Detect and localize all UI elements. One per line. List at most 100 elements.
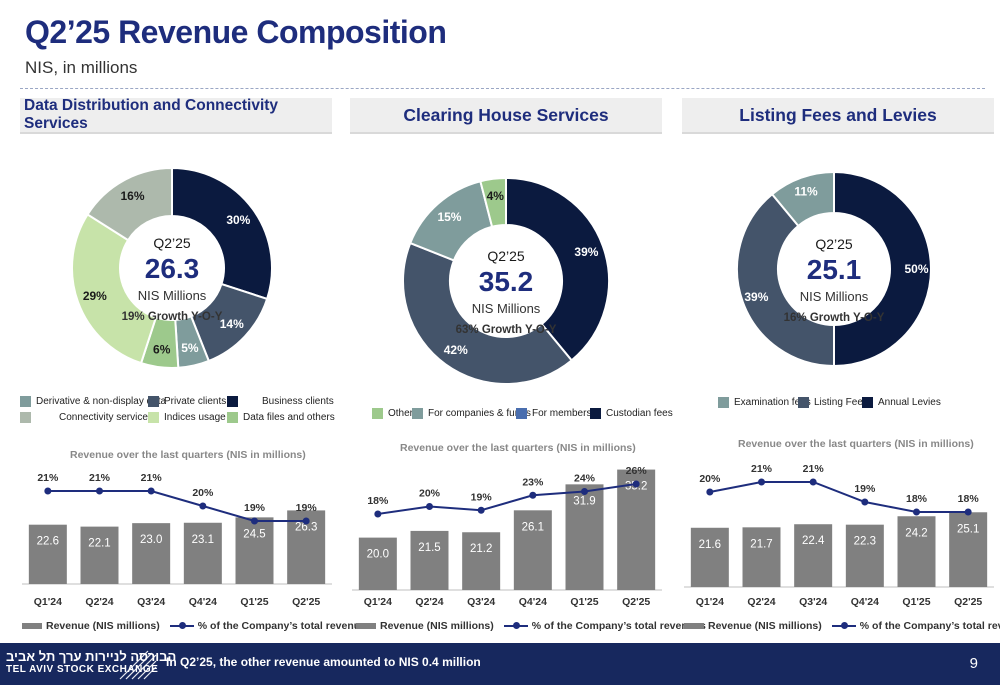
percent-point bbox=[251, 517, 258, 525]
category-label: Q2'24 bbox=[747, 596, 775, 608]
legend-item: Data files and others bbox=[227, 412, 335, 423]
center-period: Q2’25 bbox=[153, 235, 191, 251]
legend-label: Connectivity services bbox=[59, 412, 153, 423]
legend-item: For companies & funds bbox=[412, 408, 531, 419]
legend-label: Business clients bbox=[262, 396, 334, 407]
revenue-bar bbox=[845, 524, 884, 587]
percent-label: 20% bbox=[699, 473, 721, 485]
slice-label: 6% bbox=[153, 342, 171, 356]
percent-label: 18% bbox=[367, 495, 389, 507]
slice-label: 4% bbox=[487, 189, 505, 203]
footer-note: In Q2’25, the other revenue amounted to … bbox=[166, 655, 481, 669]
panel-graphics: 30% 14% 5% 6% 29% 16% Q2’25 26.3 NIS Millions 19%… bbox=[22, 166, 332, 608]
legend-item: Examination fees bbox=[718, 397, 811, 408]
panel-title: Data Distribution and Connectivity Servi… bbox=[24, 97, 279, 132]
panel-header: Listing Fees and Levies bbox=[682, 98, 994, 134]
revenue-bar bbox=[183, 522, 222, 584]
logo-hebrew-text: הבורסה לניירות ערך תל אביב bbox=[6, 649, 177, 664]
percent-point bbox=[964, 508, 972, 516]
revenue-bar bbox=[690, 527, 729, 587]
donut-slice bbox=[479, 176, 507, 228]
bar-value-label: 24.5 bbox=[243, 528, 265, 540]
slice-label: 42% bbox=[444, 343, 468, 357]
slice-label: 5% bbox=[181, 341, 199, 355]
revenue-bar bbox=[897, 516, 936, 587]
legend-item: Custodian fees bbox=[590, 408, 673, 419]
legend-swatch bbox=[148, 396, 159, 407]
category-label: Q1'24 bbox=[364, 596, 392, 608]
legend-swatch bbox=[718, 397, 729, 408]
percent-point bbox=[632, 480, 640, 488]
bar-chart-legend: Revenue (NIS millions) % of the Company’… bbox=[22, 620, 372, 632]
category-label: Q1'25 bbox=[240, 596, 268, 608]
donut-slice bbox=[770, 170, 835, 228]
legend-item: Indices usage bbox=[148, 412, 226, 423]
legend-bar-swatch bbox=[22, 623, 42, 629]
donut-slice bbox=[402, 241, 574, 385]
bar-value-label: 21.6 bbox=[699, 539, 721, 551]
bar-chart-legend: Revenue (NIS millions) % of the Company’… bbox=[684, 620, 1000, 632]
slice-label: 29% bbox=[83, 289, 107, 303]
revenue-bar bbox=[358, 537, 397, 590]
center-unit: NIS Millions bbox=[472, 301, 541, 316]
tase-emblem-icon bbox=[119, 650, 157, 680]
percent-point bbox=[529, 491, 537, 499]
center-value: 26.3 bbox=[145, 253, 200, 284]
category-label: Q3'24 bbox=[799, 596, 827, 608]
bar-value-label: 22.6 bbox=[37, 536, 59, 548]
legend-item: Private clients bbox=[148, 396, 226, 407]
bar-chart-title: Revenue over the last quarters (NIS in m… bbox=[400, 442, 636, 454]
slice-label: 14% bbox=[220, 317, 244, 331]
percent-line bbox=[47, 490, 307, 522]
panel-header: Clearing House Services bbox=[350, 98, 662, 134]
slice-label: 39% bbox=[574, 245, 598, 259]
percent-label: 21% bbox=[89, 472, 111, 484]
percent-label: 18% bbox=[958, 493, 980, 505]
bar-value-label: 20.0 bbox=[367, 549, 389, 561]
tase-logo: הבורסה לניירות ערך תל אביב TEL AVIV STOC… bbox=[6, 649, 176, 675]
bar-value-label: 26.1 bbox=[522, 521, 544, 533]
legend-item: Connectivity services bbox=[20, 412, 153, 423]
legend-swatch bbox=[227, 396, 238, 407]
category-label: Q1'25 bbox=[902, 596, 930, 608]
legend-swatch bbox=[227, 412, 238, 423]
percent-point bbox=[581, 488, 588, 495]
legend-item: Derivative & non-display data bbox=[20, 396, 166, 407]
donut-slice bbox=[86, 166, 173, 242]
category-label: Q2'25 bbox=[622, 596, 650, 608]
percent-point bbox=[758, 478, 765, 486]
bar-value-label: 22.1 bbox=[88, 538, 110, 550]
percent-label: 26% bbox=[626, 465, 648, 477]
percent-point bbox=[147, 487, 155, 495]
legend-swatch bbox=[590, 408, 601, 419]
percent-label: 19% bbox=[471, 491, 493, 503]
donut-slice bbox=[736, 192, 835, 368]
legend-bar-swatch bbox=[684, 623, 704, 629]
bar-value-label: 26.3 bbox=[295, 521, 317, 533]
percent-point bbox=[477, 506, 485, 514]
panel-title: Clearing House Services bbox=[403, 104, 609, 125]
center-period: Q2’25 bbox=[487, 248, 525, 264]
center-period: Q2’25 bbox=[815, 236, 853, 252]
legend-label: Revenue (NIS millions) bbox=[380, 620, 494, 632]
category-label: Q2'25 bbox=[954, 596, 982, 608]
legend-line-swatch bbox=[831, 621, 856, 631]
pie-legend: Other For companies & funds For members … bbox=[350, 408, 673, 424]
page-subtitle: NIS, in millions bbox=[25, 58, 138, 77]
legend-swatch bbox=[372, 408, 383, 419]
percent-point bbox=[44, 487, 52, 495]
center-unit: NIS Millions bbox=[800, 289, 869, 304]
revenue-bar bbox=[949, 512, 988, 587]
page-title: Q2’25 Revenue Composition bbox=[25, 14, 447, 50]
center-growth: 19% Growth Y-O-Y bbox=[122, 311, 223, 323]
percent-label: 24% bbox=[574, 473, 596, 485]
category-label: Q1'24 bbox=[34, 596, 62, 608]
slice-label: 50% bbox=[904, 262, 928, 276]
percent-label: 20% bbox=[419, 488, 441, 500]
legend-swatch bbox=[862, 397, 873, 408]
percent-label: 21% bbox=[141, 472, 163, 484]
bar-value-label: 21.5 bbox=[418, 542, 440, 554]
bar-value-label: 22.3 bbox=[854, 536, 876, 548]
legend-label: Revenue (NIS millions) bbox=[46, 620, 160, 632]
percent-point bbox=[199, 502, 207, 510]
